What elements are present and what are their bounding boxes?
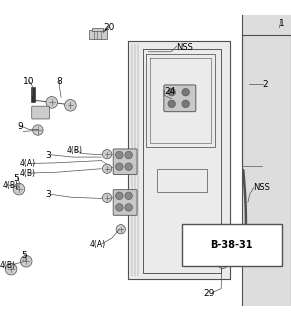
Text: 9: 9	[17, 122, 23, 131]
Bar	[157, 169, 207, 192]
Circle shape	[65, 100, 76, 111]
Text: 3: 3	[45, 190, 51, 199]
Circle shape	[102, 164, 112, 173]
Circle shape	[168, 100, 175, 108]
Text: 4(B): 4(B)	[3, 181, 19, 190]
Text: 4(B): 4(B)	[66, 146, 82, 155]
Bar	[31, 87, 35, 102]
Bar	[182, 224, 282, 266]
Text: 1: 1	[279, 19, 285, 28]
Circle shape	[116, 163, 123, 171]
Circle shape	[20, 255, 32, 267]
Text: 4(A): 4(A)	[89, 240, 106, 249]
Circle shape	[5, 263, 17, 275]
Text: 10: 10	[23, 77, 35, 86]
Text: 29: 29	[204, 290, 215, 299]
Text: 24: 24	[164, 87, 176, 96]
Circle shape	[116, 151, 123, 159]
Circle shape	[182, 88, 189, 96]
Circle shape	[217, 258, 228, 268]
Circle shape	[102, 149, 112, 159]
Text: 2: 2	[262, 80, 267, 89]
Circle shape	[125, 151, 132, 159]
Circle shape	[102, 193, 112, 203]
Bar	[242, 14, 291, 306]
Polygon shape	[128, 41, 230, 279]
Circle shape	[125, 163, 132, 171]
Circle shape	[116, 204, 123, 211]
Circle shape	[13, 183, 25, 195]
Circle shape	[116, 192, 123, 200]
FancyBboxPatch shape	[32, 106, 49, 119]
FancyBboxPatch shape	[113, 149, 137, 174]
Text: 4(B): 4(B)	[20, 169, 36, 178]
Circle shape	[46, 97, 58, 108]
Text: 4(A): 4(A)	[19, 159, 36, 168]
Text: B-38-31: B-38-31	[210, 240, 253, 250]
Text: 3: 3	[45, 151, 51, 160]
Text: 5: 5	[13, 174, 19, 183]
Bar	[89, 30, 107, 39]
Circle shape	[116, 225, 125, 234]
Text: 5: 5	[21, 251, 27, 260]
FancyBboxPatch shape	[113, 190, 137, 215]
Circle shape	[182, 100, 189, 108]
Text: NSS: NSS	[176, 43, 193, 52]
Circle shape	[125, 192, 132, 200]
Circle shape	[125, 204, 132, 211]
Text: 4(B): 4(B)	[0, 261, 15, 270]
Text: 8: 8	[57, 77, 63, 86]
Circle shape	[168, 88, 175, 96]
Bar	[92, 28, 103, 31]
Text: NSS: NSS	[253, 183, 270, 192]
FancyBboxPatch shape	[164, 85, 196, 112]
Text: 20: 20	[103, 23, 115, 32]
Circle shape	[33, 125, 43, 135]
